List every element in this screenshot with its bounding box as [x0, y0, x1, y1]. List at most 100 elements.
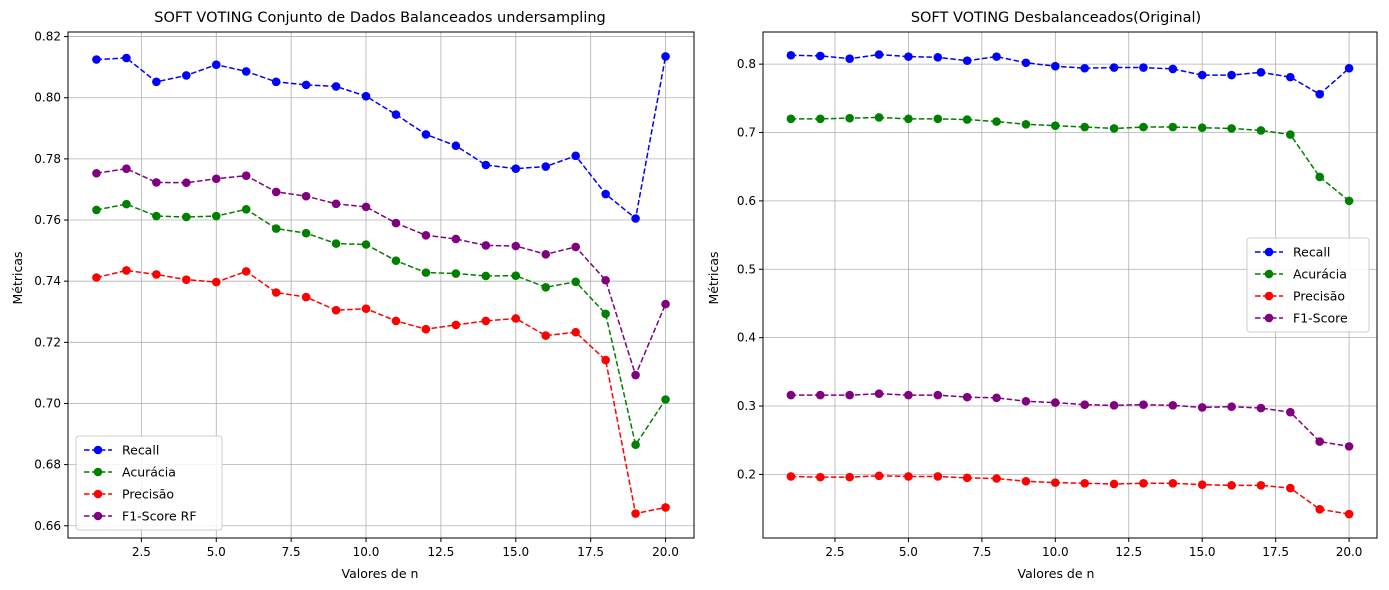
chart-right-data-point [1315, 89, 1325, 99]
chart-right-data-point [874, 471, 884, 481]
chart-right-data-point [845, 390, 854, 400]
chart-left-data-point [271, 187, 281, 197]
chart-right-data-point [1109, 401, 1119, 410]
chart-right-data-point [1021, 120, 1031, 129]
chart-left-data-point [421, 324, 431, 334]
chart-left-data-point [481, 316, 491, 326]
chart-left-xtick-label: 5.0 [207, 545, 226, 559]
chart-right-data-point [786, 390, 796, 400]
chart-left-ytick-label: 0.68 [34, 458, 61, 472]
chart-left-data-point [301, 80, 311, 90]
chart-right-data-point [962, 115, 972, 124]
chart-right-xtick-label: 12.5 [1115, 545, 1142, 559]
chart-right-data-point [992, 393, 1001, 403]
chart-left-data-point [122, 266, 131, 275]
chart-right-data-point [1344, 63, 1354, 73]
chart-right-data-point [874, 389, 884, 399]
chart-left-data-point [391, 110, 401, 119]
chart-right-data-point [933, 390, 943, 400]
chart-left-data-point [571, 277, 580, 287]
chart-left-data-point [421, 130, 431, 139]
chart-right-data-point [1315, 504, 1325, 514]
chart-right-data-point [1197, 480, 1207, 489]
chart-right-legend-marker [1264, 313, 1274, 323]
chart-left-data-point [152, 270, 161, 279]
chart-right-data-point [1168, 122, 1178, 132]
chart-right-data-point [1021, 476, 1031, 486]
chart-left-data-point [92, 168, 101, 178]
chart-right-data-point [1197, 123, 1207, 133]
chart-right-legend-marker [1264, 269, 1274, 279]
chart-right-xtick-label: 10.0 [1042, 545, 1069, 559]
chart-right-data-point [1051, 398, 1060, 407]
chart-right-ytick-label: 0.6 [737, 194, 756, 208]
chart-right-data-point [815, 472, 825, 482]
chart-left-data-point [511, 314, 521, 323]
chart-right-data-point [904, 472, 913, 481]
chart-left-data-point [211, 174, 221, 184]
chart-left-xtick-label: 20.0 [652, 545, 679, 559]
chart-left-data-point [241, 267, 251, 276]
chart-left-data-point [182, 275, 191, 284]
chart-left-legend-marker [93, 489, 103, 499]
chart-right-data-point [874, 50, 884, 59]
chart-left-xtick-label: 12.5 [428, 545, 455, 559]
chart-right-data-point [1344, 509, 1354, 519]
chart-right-data-point [1168, 478, 1178, 488]
chart-left-ytick-label: 0.78 [34, 152, 61, 166]
chart-left-series-line [96, 203, 667, 447]
chart-right-data-point [992, 117, 1001, 126]
chart-right-data-point [1021, 396, 1031, 406]
chart-left-data-point [271, 77, 281, 87]
chart-left-data-point [182, 71, 191, 80]
chart-left-ytick-label: 0.70 [34, 396, 61, 410]
chart-right-xtick-label: 2.5 [825, 545, 844, 559]
chart-right-data-point [1080, 478, 1089, 488]
chart-right-legend-label: Recall [1293, 245, 1330, 260]
chart-right-data-point [904, 390, 913, 400]
chart-right-legend-label: Precisão [1293, 289, 1345, 304]
chart-right-data-point [1080, 400, 1089, 409]
chart-right-data-point [1051, 478, 1060, 487]
chart-right-legend-label: Acurácia [1293, 267, 1347, 282]
chart-left-data-point [361, 240, 371, 249]
chart-right-data-point [1139, 478, 1148, 488]
chart-left-data-point [661, 52, 670, 61]
chart-left-legend-marker [93, 511, 103, 521]
chart-left-ylabel: Métricas [10, 251, 25, 304]
chart-left-xtick-label: 15.0 [502, 545, 529, 559]
chart-left-data-point [541, 162, 551, 171]
chart-right-ytick-label: 0.5 [737, 262, 756, 276]
chart-right-ylabel: Métricas [706, 251, 721, 304]
chart-right-data-point [933, 114, 943, 124]
chart-right: SOFT VOTING Desbalanceados(Original) Val… [706, 10, 1201, 581]
chart-left-data-point [421, 268, 431, 277]
chart-left-legend-label: F1-Score RF [122, 509, 197, 524]
chart-left-legend-marker [93, 467, 103, 477]
chart-right-xtick-label: 5.0 [899, 545, 918, 559]
chart-left-data-point [331, 239, 341, 248]
chart-right-xtick-label: 20.0 [1336, 545, 1363, 559]
chart-left-series-line [96, 167, 667, 378]
chart-right-data-point [904, 52, 913, 61]
chart-right-data-point [1080, 122, 1089, 132]
chart-left-data-point [152, 211, 161, 221]
chart-left-series-line [96, 56, 667, 220]
chart-left-legend-marker [93, 445, 103, 455]
chart-left-data-point [301, 191, 311, 201]
chart-left-data-point [211, 277, 221, 287]
chart-left-data-point [541, 331, 551, 340]
chart-left-data-point [511, 241, 521, 251]
chart-right-data-point [845, 472, 854, 482]
chart-right-data-point [786, 114, 796, 124]
chart-left-data-point [571, 242, 580, 252]
chart-right-data-point [845, 54, 854, 63]
chart-right-legend-label: F1-Score [1293, 311, 1348, 326]
chart-left-data-point [541, 249, 551, 259]
chart-left-data-point [511, 164, 521, 173]
chart-right-data-point [1080, 63, 1089, 73]
chart-right-title: SOFT VOTING Desbalanceados(Original) [911, 10, 1201, 26]
chart-left-data-point [122, 199, 131, 209]
chart-right-series-line [790, 53, 1350, 96]
chart-left-data-point [661, 299, 670, 309]
